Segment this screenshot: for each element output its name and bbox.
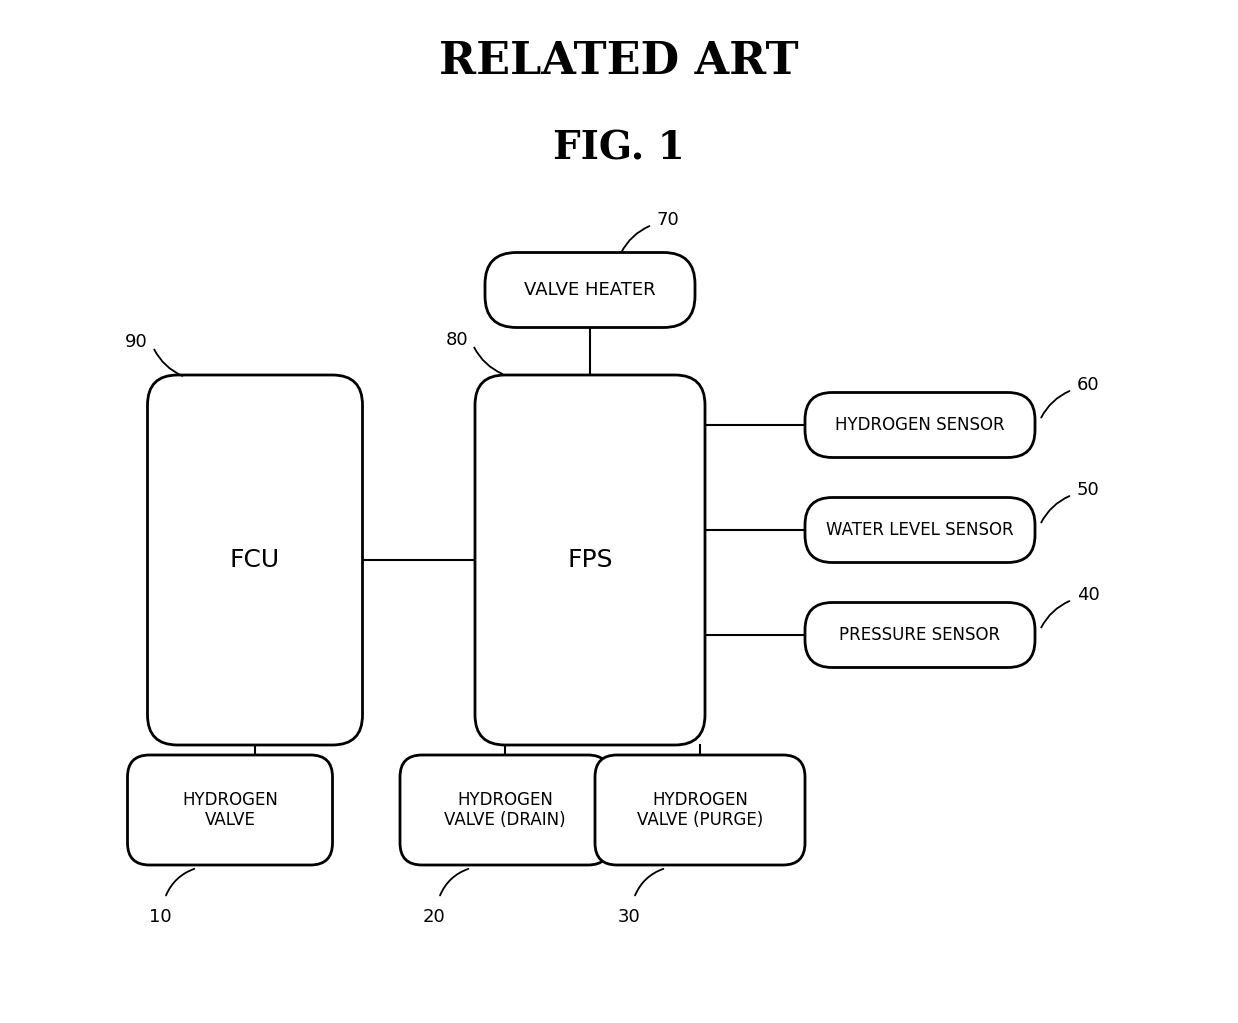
- Text: 40: 40: [1077, 586, 1099, 604]
- Text: WATER LEVEL SENSOR: WATER LEVEL SENSOR: [826, 521, 1014, 539]
- Text: 50: 50: [1077, 481, 1099, 499]
- FancyBboxPatch shape: [805, 393, 1035, 457]
- Text: HYDROGEN
VALVE (PURGE): HYDROGEN VALVE (PURGE): [636, 791, 763, 830]
- Text: FPS: FPS: [567, 548, 613, 572]
- FancyBboxPatch shape: [805, 603, 1035, 667]
- Text: HYDROGEN SENSOR: HYDROGEN SENSOR: [836, 416, 1005, 434]
- FancyBboxPatch shape: [128, 755, 333, 865]
- Text: VALVE HEATER: VALVE HEATER: [524, 281, 656, 299]
- FancyBboxPatch shape: [805, 497, 1035, 563]
- Text: HYDROGEN
VALVE: HYDROGEN VALVE: [182, 791, 279, 830]
- FancyBboxPatch shape: [147, 375, 363, 745]
- Text: RELATED ART: RELATED ART: [439, 41, 799, 84]
- Text: 30: 30: [618, 908, 640, 926]
- Text: 20: 20: [422, 908, 446, 926]
- Text: FCU: FCU: [230, 548, 280, 572]
- Text: 80: 80: [446, 331, 468, 349]
- Text: PRESSURE SENSOR: PRESSURE SENSOR: [839, 626, 1000, 644]
- Text: 70: 70: [657, 211, 680, 229]
- Text: FIG. 1: FIG. 1: [553, 129, 685, 167]
- Text: 90: 90: [125, 333, 149, 351]
- Text: 10: 10: [149, 908, 171, 926]
- Text: 60: 60: [1077, 376, 1099, 394]
- FancyBboxPatch shape: [595, 755, 805, 865]
- FancyBboxPatch shape: [485, 253, 695, 327]
- FancyBboxPatch shape: [400, 755, 610, 865]
- Text: HYDROGEN
VALVE (DRAIN): HYDROGEN VALVE (DRAIN): [444, 791, 566, 830]
- FancyBboxPatch shape: [475, 375, 704, 745]
